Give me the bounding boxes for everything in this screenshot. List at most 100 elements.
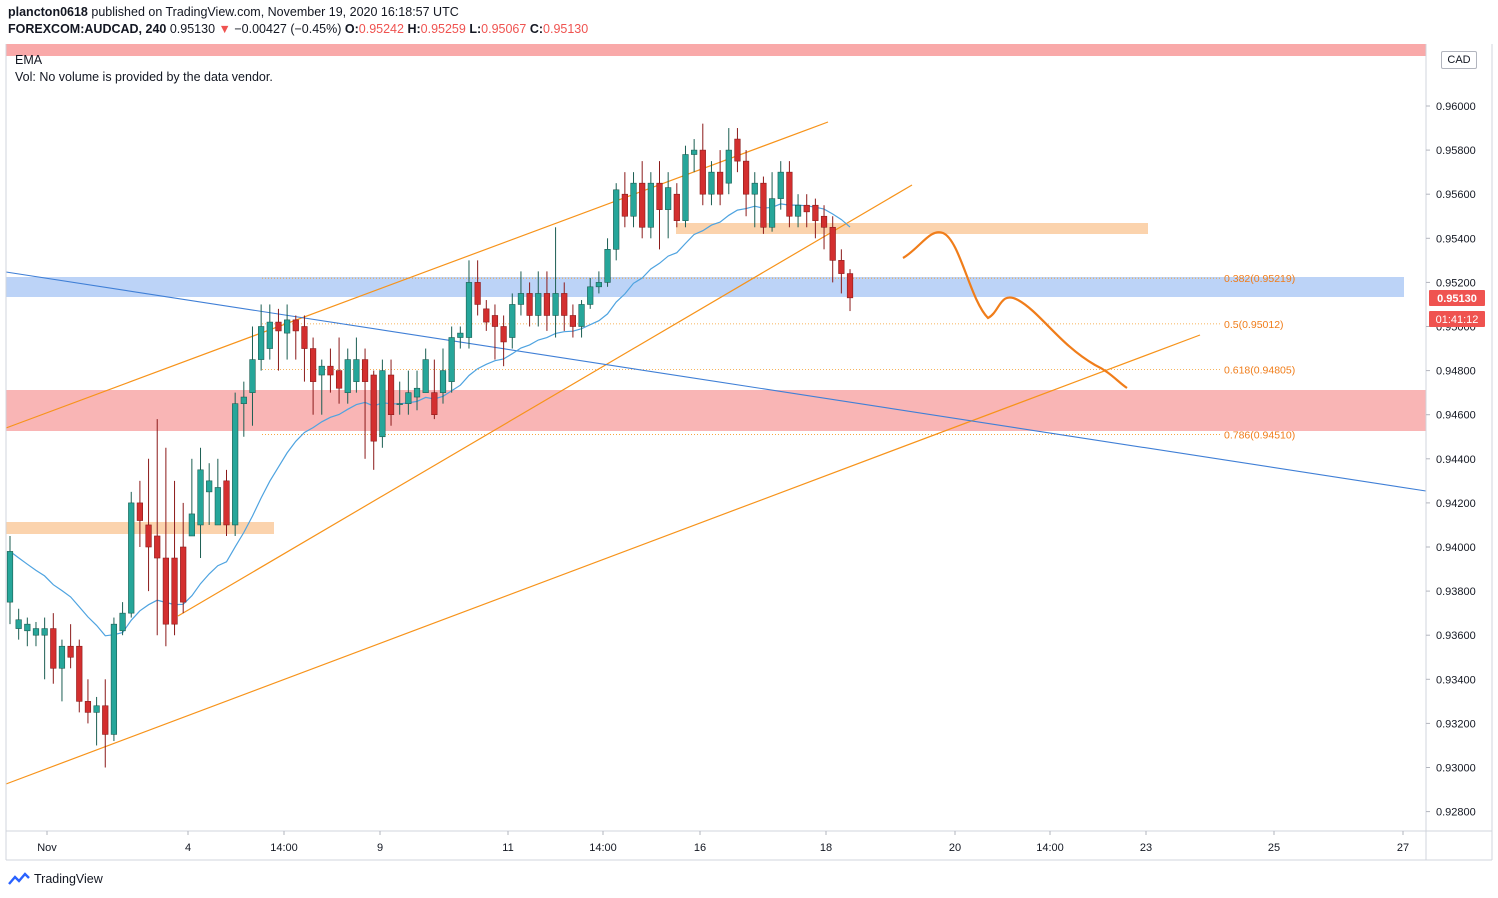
time-tick-label: 25 [1268, 842, 1280, 854]
candle-body [613, 189, 620, 250]
candle-body [812, 204, 819, 221]
candle-body [742, 160, 750, 195]
footer-brand[interactable]: TradingView [8, 872, 103, 886]
candle-body [240, 396, 247, 404]
published-info: plancton0618 published on TradingView.co… [8, 5, 459, 19]
candle-body [768, 198, 776, 228]
fib-level-label: 0.5(0.95012) [1224, 319, 1284, 331]
candle-body [500, 326, 507, 343]
price-tick-label: 0.92800 [1436, 807, 1476, 819]
ema-legend[interactable]: EMA [15, 53, 43, 67]
candle-body [673, 193, 680, 221]
candle-body [344, 359, 351, 393]
candle-body [223, 480, 230, 526]
candle-body [561, 293, 568, 316]
candle-body [483, 308, 490, 323]
time-tick-label: 16 [694, 842, 706, 854]
candle-body [604, 249, 611, 283]
close-label: C: [529, 22, 544, 36]
price-tick-label: 0.95400 [1436, 233, 1476, 245]
candle-body [405, 392, 412, 404]
channel-upper-line[interactable] [5, 121, 829, 429]
time-tick-label: 18 [820, 842, 832, 854]
candle-body [50, 628, 57, 669]
candle-body [621, 193, 628, 217]
candle-body [491, 315, 499, 327]
candle-body [353, 359, 360, 382]
time-tick-label: 4 [185, 842, 191, 854]
countdown-label-bg [1429, 311, 1485, 327]
candle-body [206, 480, 213, 493]
price-tick-label: 0.95200 [1436, 277, 1476, 289]
fib-level-label: 0.618(0.94805) [1224, 364, 1295, 376]
fib-level-label: 0.382(0.95219) [1224, 273, 1295, 285]
candle-body [630, 182, 637, 217]
price-tick-label: 0.96000 [1436, 101, 1476, 113]
channel-lower-line[interactable] [177, 184, 913, 617]
candle-body [197, 469, 204, 526]
candle-body [569, 315, 576, 327]
candle-body [751, 182, 758, 195]
candle-body [318, 365, 325, 376]
support-zone-red [6, 390, 1426, 431]
candle-body [15, 619, 22, 629]
candle-body [829, 226, 836, 261]
candle-body [327, 365, 334, 376]
price-tick-label: 0.95800 [1436, 145, 1476, 157]
indicator-legend: EMA Vol: No volume is provided by the da… [15, 52, 273, 86]
candle-body [76, 645, 83, 702]
time-tick-label: 14:00 [270, 842, 298, 854]
candle-body [509, 304, 516, 338]
candle-body [517, 293, 525, 305]
open-value: 0.95242 [358, 22, 404, 36]
time-tick-label: 23 [1140, 842, 1152, 854]
long-uptrend-line[interactable] [5, 334, 1201, 785]
candle-body [102, 705, 109, 735]
published-text: published on TradingView.com, November 1… [91, 5, 459, 19]
time-axis[interactable]: Nov 4 14:00 9 11 14:00 16 18 20 14:00 23 25 27 [37, 831, 1409, 854]
candle-body [734, 138, 741, 162]
price-tick-label: 0.93400 [1436, 674, 1476, 686]
fib-level-label: 0.786(0.94510) [1224, 430, 1295, 442]
candle-body [370, 374, 377, 442]
candle-body [41, 628, 48, 636]
price-tick-label: 0.94400 [1436, 454, 1476, 466]
price-forecast-path[interactable] [902, 231, 1128, 389]
candle-body [154, 535, 161, 559]
candle-body [846, 273, 854, 299]
candle-body [145, 524, 152, 548]
candle-body [665, 187, 672, 210]
price-axis[interactable]: 0.960000.958000.956000.954000.952000.950… [1426, 101, 1476, 819]
downtrend-line[interactable] [5, 271, 1427, 492]
symbol-label[interactable]: FOREXCOM:AUDCAD, 240 [8, 22, 167, 36]
candle-body [526, 293, 533, 316]
candle-body [67, 645, 74, 658]
candle-body [543, 293, 551, 316]
price-tick-label: 0.93200 [1436, 718, 1476, 730]
currency-badge[interactable]: CAD [1441, 51, 1477, 69]
author-name[interactable]: plancton0618 [8, 5, 88, 19]
countdown-label: 01:41:12 [1436, 314, 1479, 326]
price-tick-label: 0.93800 [1436, 586, 1476, 598]
candle-body [292, 319, 299, 332]
candle-body [275, 321, 282, 332]
price-tick-label: 0.94200 [1436, 498, 1476, 510]
down-arrow-icon: ▼ [218, 22, 231, 36]
candle-body [708, 171, 715, 195]
price-tick-label: 0.95600 [1436, 189, 1476, 201]
price-tick-label: 0.94000 [1436, 542, 1476, 554]
candle-body [309, 348, 317, 382]
candle-body [24, 623, 31, 632]
volume-legend[interactable]: Vol: No volume is provided by the data v… [15, 70, 273, 84]
candle-body [448, 337, 455, 382]
candle-body [93, 705, 100, 713]
ema-line [9, 203, 851, 637]
candle-body [32, 628, 40, 636]
candle-body [682, 154, 689, 221]
brand-name: TradingView [34, 872, 103, 886]
candle-body [379, 370, 386, 438]
candle-body [232, 403, 239, 526]
candle-body [838, 260, 845, 274]
candle-body [552, 293, 559, 316]
